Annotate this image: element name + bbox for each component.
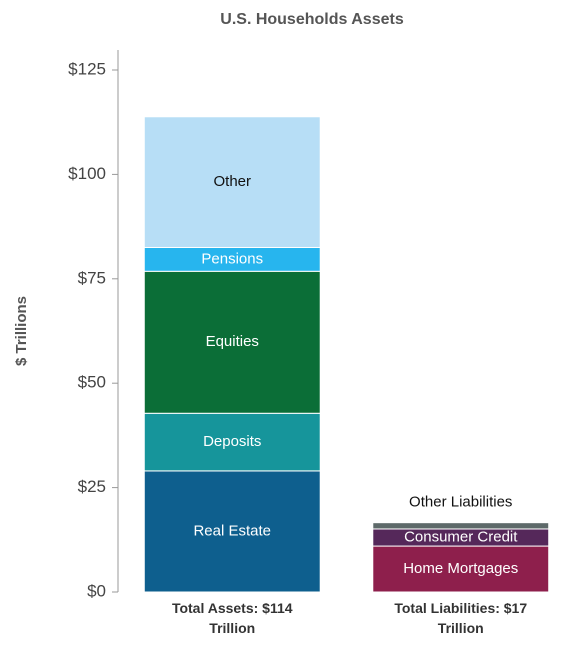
segment-label: Equities <box>206 333 259 350</box>
segment-label: Consumer Credit <box>404 528 518 545</box>
bar-segment <box>372 522 550 530</box>
y-tick-label: $50 <box>78 373 106 392</box>
x-tick-label: Total Assets: $114 Trillion <box>171 600 293 636</box>
y-axis-label: $ Trillions <box>13 296 30 366</box>
bar-segment <box>143 412 321 472</box>
chart-title: U.S. Households Assets <box>220 11 404 28</box>
y-tick-label: $25 <box>78 477 106 496</box>
y-tick-label: $0 <box>87 581 106 600</box>
bar-segment <box>143 116 321 248</box>
segment-label: Other Liabilities <box>409 494 512 511</box>
x-tick-label: Total Liabilities: $17 Trillion <box>394 600 528 636</box>
segment-label: Other <box>213 173 251 190</box>
y-tick-label: $125 <box>68 59 106 78</box>
y-tick-label: $100 <box>68 164 106 183</box>
bar-segment <box>143 270 321 414</box>
segment-label: Home Mortgages <box>403 560 518 577</box>
segment-label: Deposits <box>203 433 261 450</box>
segment-label: Real Estate <box>193 522 271 539</box>
segment-label: Pensions <box>201 250 263 267</box>
bar-segment <box>372 545 550 593</box>
bar-segment <box>143 470 321 593</box>
y-tick-label: $75 <box>78 268 106 287</box>
